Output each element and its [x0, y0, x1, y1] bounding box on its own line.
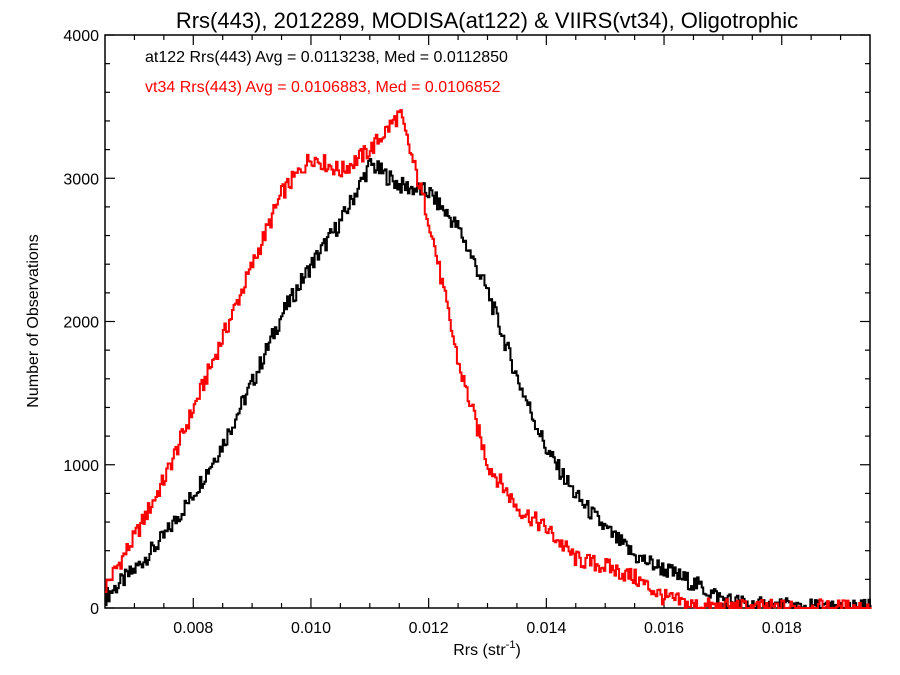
series-layer: [105, 109, 872, 609]
x-tick-label: 0.010: [291, 620, 331, 637]
y-axis-label: Number of Observations: [25, 234, 42, 407]
x-axis-label-main: Rrs (str: [453, 642, 506, 659]
axis-ticks: 0.008 0.010 0.012 0.014 0.016 0.018 0 1000 2000 3…: [63, 28, 870, 637]
x-tick-label: 0.016: [644, 620, 684, 637]
x-tick-label: 0.012: [409, 620, 449, 637]
x-axis-label-sup: -1: [506, 639, 516, 651]
y-tick-label: 4000: [63, 28, 99, 45]
legend-entry-red: vt34 Rrs(443) Avg = 0.0106883, Med = 0.0…: [145, 79, 501, 96]
y-tick-label: 3000: [63, 171, 99, 188]
y-tick-label: 1000: [63, 458, 99, 475]
legend-entry-black: at122 Rrs(443) Avg = 0.0113238, Med = 0.…: [145, 49, 508, 66]
y-tick-label: 2000: [63, 315, 99, 332]
x-axis-label: Rrs (str-1): [453, 639, 521, 659]
x-axis-label-close: ): [515, 642, 520, 659]
series-line-0: [105, 158, 872, 609]
chart-title: Rrs(443), 2012289, MODISA(at122) & VIIRS…: [176, 8, 798, 33]
series-line-1: [105, 109, 872, 609]
x-tick-label: 0.018: [762, 620, 802, 637]
y-tick-label: 0: [90, 601, 99, 618]
plot-frame: [104, 34, 871, 609]
x-tick-label: 0.014: [526, 620, 566, 637]
x-tick-label: 0.008: [173, 620, 213, 637]
